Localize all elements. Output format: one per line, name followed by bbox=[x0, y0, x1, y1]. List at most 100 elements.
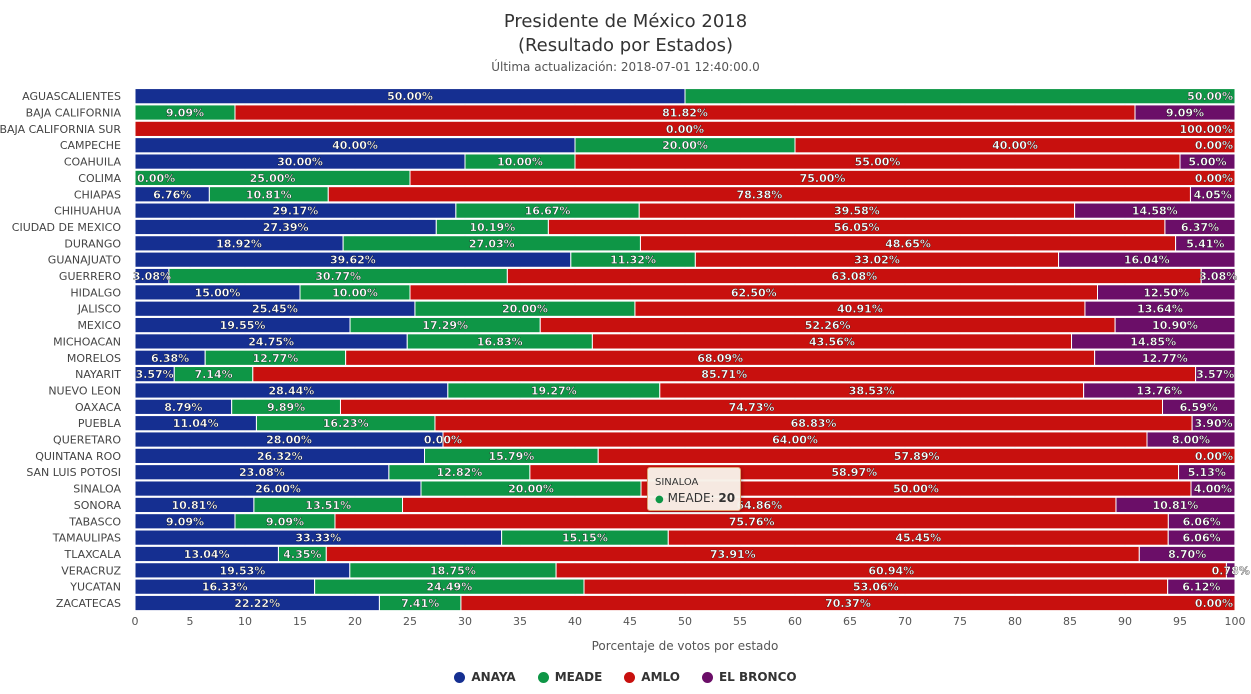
category-label: COLIMA bbox=[78, 172, 121, 185]
data-label: 50.00% bbox=[387, 90, 433, 103]
bar-segment[interactable] bbox=[1094, 349, 1236, 366]
data-label: 40.00% bbox=[992, 139, 1038, 152]
legend-dot-icon bbox=[454, 671, 466, 683]
data-label: 6.12% bbox=[1182, 581, 1220, 594]
data-label: 62.50% bbox=[731, 286, 777, 299]
category-label: CAMPECHE bbox=[60, 139, 121, 152]
data-label: 39.58% bbox=[834, 205, 880, 218]
data-label: 0.00% bbox=[1195, 597, 1233, 610]
x-tick-label: 95 bbox=[1173, 615, 1187, 628]
data-label: 0.00% bbox=[1195, 450, 1233, 463]
data-label: 40.91% bbox=[837, 303, 883, 316]
data-label: 78.38% bbox=[736, 188, 782, 201]
category-label: DURANGO bbox=[64, 237, 121, 250]
data-label: 3.08% bbox=[1199, 270, 1237, 283]
data-label: 40.00% bbox=[332, 139, 378, 152]
data-label: 33.02% bbox=[854, 254, 900, 267]
data-label: 10.81% bbox=[246, 188, 292, 201]
legend: ANAYA MEADE AMLO EL BRONCO bbox=[0, 670, 1251, 684]
bar-segment[interactable] bbox=[1178, 464, 1236, 481]
data-label: 7.41% bbox=[401, 597, 439, 610]
bar-segment[interactable] bbox=[409, 169, 1236, 187]
x-tick-label: 30 bbox=[458, 615, 472, 628]
x-tick-label: 5 bbox=[187, 615, 194, 628]
bar-segment[interactable] bbox=[684, 88, 1236, 105]
bar-segment[interactable] bbox=[1179, 153, 1236, 170]
legend-item-meade[interactable]: MEADE bbox=[537, 670, 603, 684]
data-label: 10.81% bbox=[1153, 499, 1199, 512]
bar-segment[interactable] bbox=[1115, 496, 1236, 514]
data-label: 9.09% bbox=[1166, 107, 1204, 120]
bar-segment[interactable] bbox=[1083, 382, 1236, 399]
bar-segment[interactable] bbox=[1225, 562, 1236, 579]
data-label: 6.06% bbox=[1183, 515, 1221, 528]
data-label: 73.91% bbox=[710, 548, 756, 561]
data-label: 19.27% bbox=[531, 384, 577, 397]
bar-segment[interactable] bbox=[1134, 104, 1236, 121]
data-label: 11.04% bbox=[173, 417, 219, 430]
legend-item-anaya[interactable]: ANAYA bbox=[454, 670, 516, 684]
category-label: QUERETARO bbox=[53, 434, 121, 447]
bar-segment[interactable] bbox=[1200, 267, 1236, 285]
x-tick-label: 100 bbox=[1225, 615, 1246, 628]
x-tick-label: 25 bbox=[403, 615, 417, 628]
bar-segment[interactable] bbox=[460, 594, 1236, 612]
tooltip-series-dot-icon: ● bbox=[655, 494, 664, 505]
bar-segment[interactable] bbox=[1084, 300, 1236, 317]
bar-segment[interactable] bbox=[1058, 251, 1236, 268]
data-label: 10.81% bbox=[172, 499, 218, 512]
bar-segment[interactable] bbox=[1146, 431, 1236, 448]
data-label: 25.00% bbox=[250, 172, 296, 185]
data-label: 12.77% bbox=[1142, 352, 1188, 365]
legend-item-amlo[interactable]: AMLO bbox=[624, 670, 680, 684]
data-label: 16.04% bbox=[1124, 254, 1170, 267]
data-label: 22.22% bbox=[234, 597, 280, 610]
data-label: 15.79% bbox=[488, 450, 534, 463]
bar-segment[interactable] bbox=[597, 447, 1236, 464]
data-label: 6.59% bbox=[1180, 401, 1218, 414]
data-label: 3.90% bbox=[1194, 417, 1232, 430]
legend-item-el-bronco[interactable]: EL BRONCO bbox=[701, 670, 797, 684]
bar-segment[interactable] bbox=[1114, 316, 1236, 334]
data-label: 12.77% bbox=[253, 352, 299, 365]
chart-title: Presidente de México 2018 bbox=[503, 11, 748, 32]
bar-segment[interactable] bbox=[1190, 480, 1236, 497]
x-axis-title: Porcentaje de votos por estado bbox=[592, 639, 779, 653]
data-label: 0.00% bbox=[137, 172, 175, 185]
bar-segment[interactable] bbox=[1138, 545, 1236, 563]
data-label: 53.06% bbox=[853, 581, 899, 594]
data-label: 48.65% bbox=[885, 237, 931, 250]
x-tick-label: 50 bbox=[678, 615, 692, 628]
bar-segment[interactable] bbox=[794, 137, 1236, 154]
bar-segment[interactable] bbox=[1167, 513, 1236, 530]
data-label: 68.09% bbox=[697, 352, 743, 365]
bar-segment[interactable] bbox=[1167, 529, 1236, 546]
bar-segment[interactable] bbox=[1164, 218, 1236, 236]
bar-segment[interactable] bbox=[1162, 398, 1236, 415]
legend-label: ANAYA bbox=[471, 670, 516, 684]
data-label: 17.29% bbox=[422, 319, 468, 332]
category-label: MICHOACAN bbox=[53, 335, 121, 348]
data-label: 8.79% bbox=[164, 401, 202, 414]
data-label: 55.00% bbox=[855, 156, 901, 169]
data-label: 24.75% bbox=[248, 335, 294, 348]
data-label: 15.00% bbox=[195, 286, 241, 299]
labels-layer: 50.00% 50.00% 9.09% 81.82% 9.09% 0.00% 100.00%… bbox=[133, 90, 1250, 610]
data-label: 74.73% bbox=[729, 401, 775, 414]
data-label: 9.89% bbox=[267, 401, 305, 414]
bar-segment[interactable] bbox=[1074, 202, 1236, 219]
bar-segment[interactable] bbox=[1071, 333, 1236, 350]
category-label: VERACRUZ bbox=[61, 564, 121, 577]
bar-segment[interactable] bbox=[1175, 235, 1236, 252]
data-label: 13.76% bbox=[1136, 384, 1182, 397]
data-label: 0.78% bbox=[1212, 564, 1250, 577]
bar-segment[interactable] bbox=[1097, 284, 1236, 301]
data-label: 0.00% bbox=[1195, 139, 1233, 152]
bar-segment[interactable] bbox=[1167, 578, 1236, 595]
bar-segment[interactable] bbox=[1189, 186, 1236, 203]
bar-segment[interactable] bbox=[1195, 366, 1236, 383]
bar-segment[interactable] bbox=[134, 120, 1236, 137]
data-label: 75.76% bbox=[729, 515, 775, 528]
legend-label: MEADE bbox=[554, 670, 603, 684]
bar-segment[interactable] bbox=[1191, 415, 1236, 432]
